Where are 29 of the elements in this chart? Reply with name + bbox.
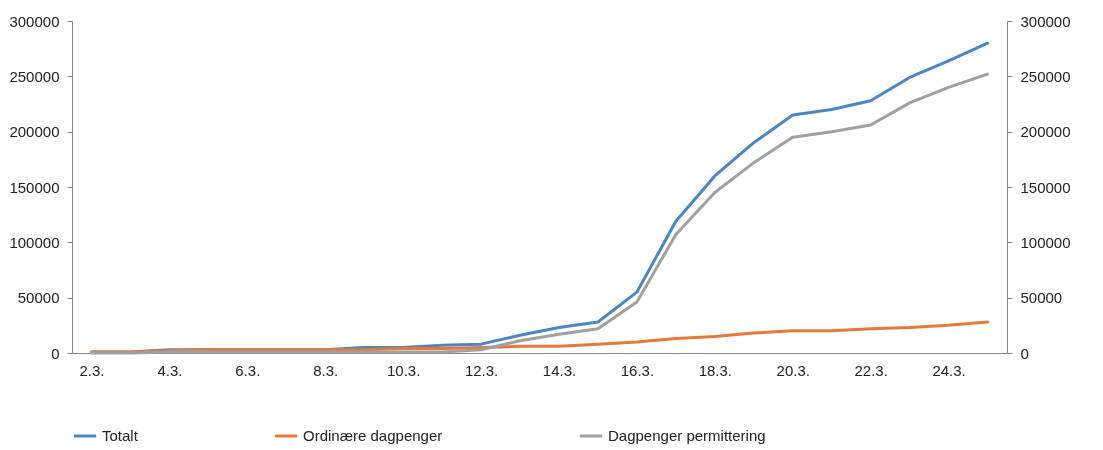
legend-label: Ordinære dagpenger <box>303 427 443 444</box>
x-tick-label: 16.3. <box>620 361 655 379</box>
x-tick-label: 24.3. <box>932 361 966 379</box>
x-tick-label: 8.3. <box>313 361 339 379</box>
legend-label: Dagpenger permittering <box>608 427 766 444</box>
x-tick-label: 12.3. <box>464 361 499 379</box>
y-tick-label: 250000 <box>9 67 60 85</box>
x-tick-label: 18.3. <box>698 361 732 379</box>
x-tick-label: 14.3. <box>542 361 577 379</box>
y-tick-label: 0 <box>51 344 60 362</box>
y-tick-label: 300000 <box>9 12 60 30</box>
x-tick-label: 4.3. <box>157 361 183 379</box>
y2-tick-label: 0 <box>1020 344 1029 362</box>
y-tick-label: 200000 <box>9 123 60 141</box>
x-tick-label: 20.3. <box>776 361 810 379</box>
legend-label: Totalt <box>102 427 139 444</box>
y-tick-label: 150000 <box>9 178 60 196</box>
x-tick-label: 2.3. <box>79 361 105 379</box>
y2-tick-label: 250000 <box>1020 67 1071 85</box>
x-tick-label: 10.3. <box>386 361 421 379</box>
y-tick-label: 50000 <box>17 289 60 307</box>
y2-tick-label: 300000 <box>1020 12 1071 30</box>
y2-tick-label: 50000 <box>1020 289 1063 307</box>
y2-tick-label: 100000 <box>1020 233 1071 251</box>
y2-tick-label: 150000 <box>1020 178 1071 196</box>
x-tick-label: 6.3. <box>235 361 261 379</box>
y2-tick-label: 200000 <box>1020 123 1071 141</box>
y-tick-label: 100000 <box>9 233 60 251</box>
x-tick-label: 22.3. <box>854 361 888 379</box>
